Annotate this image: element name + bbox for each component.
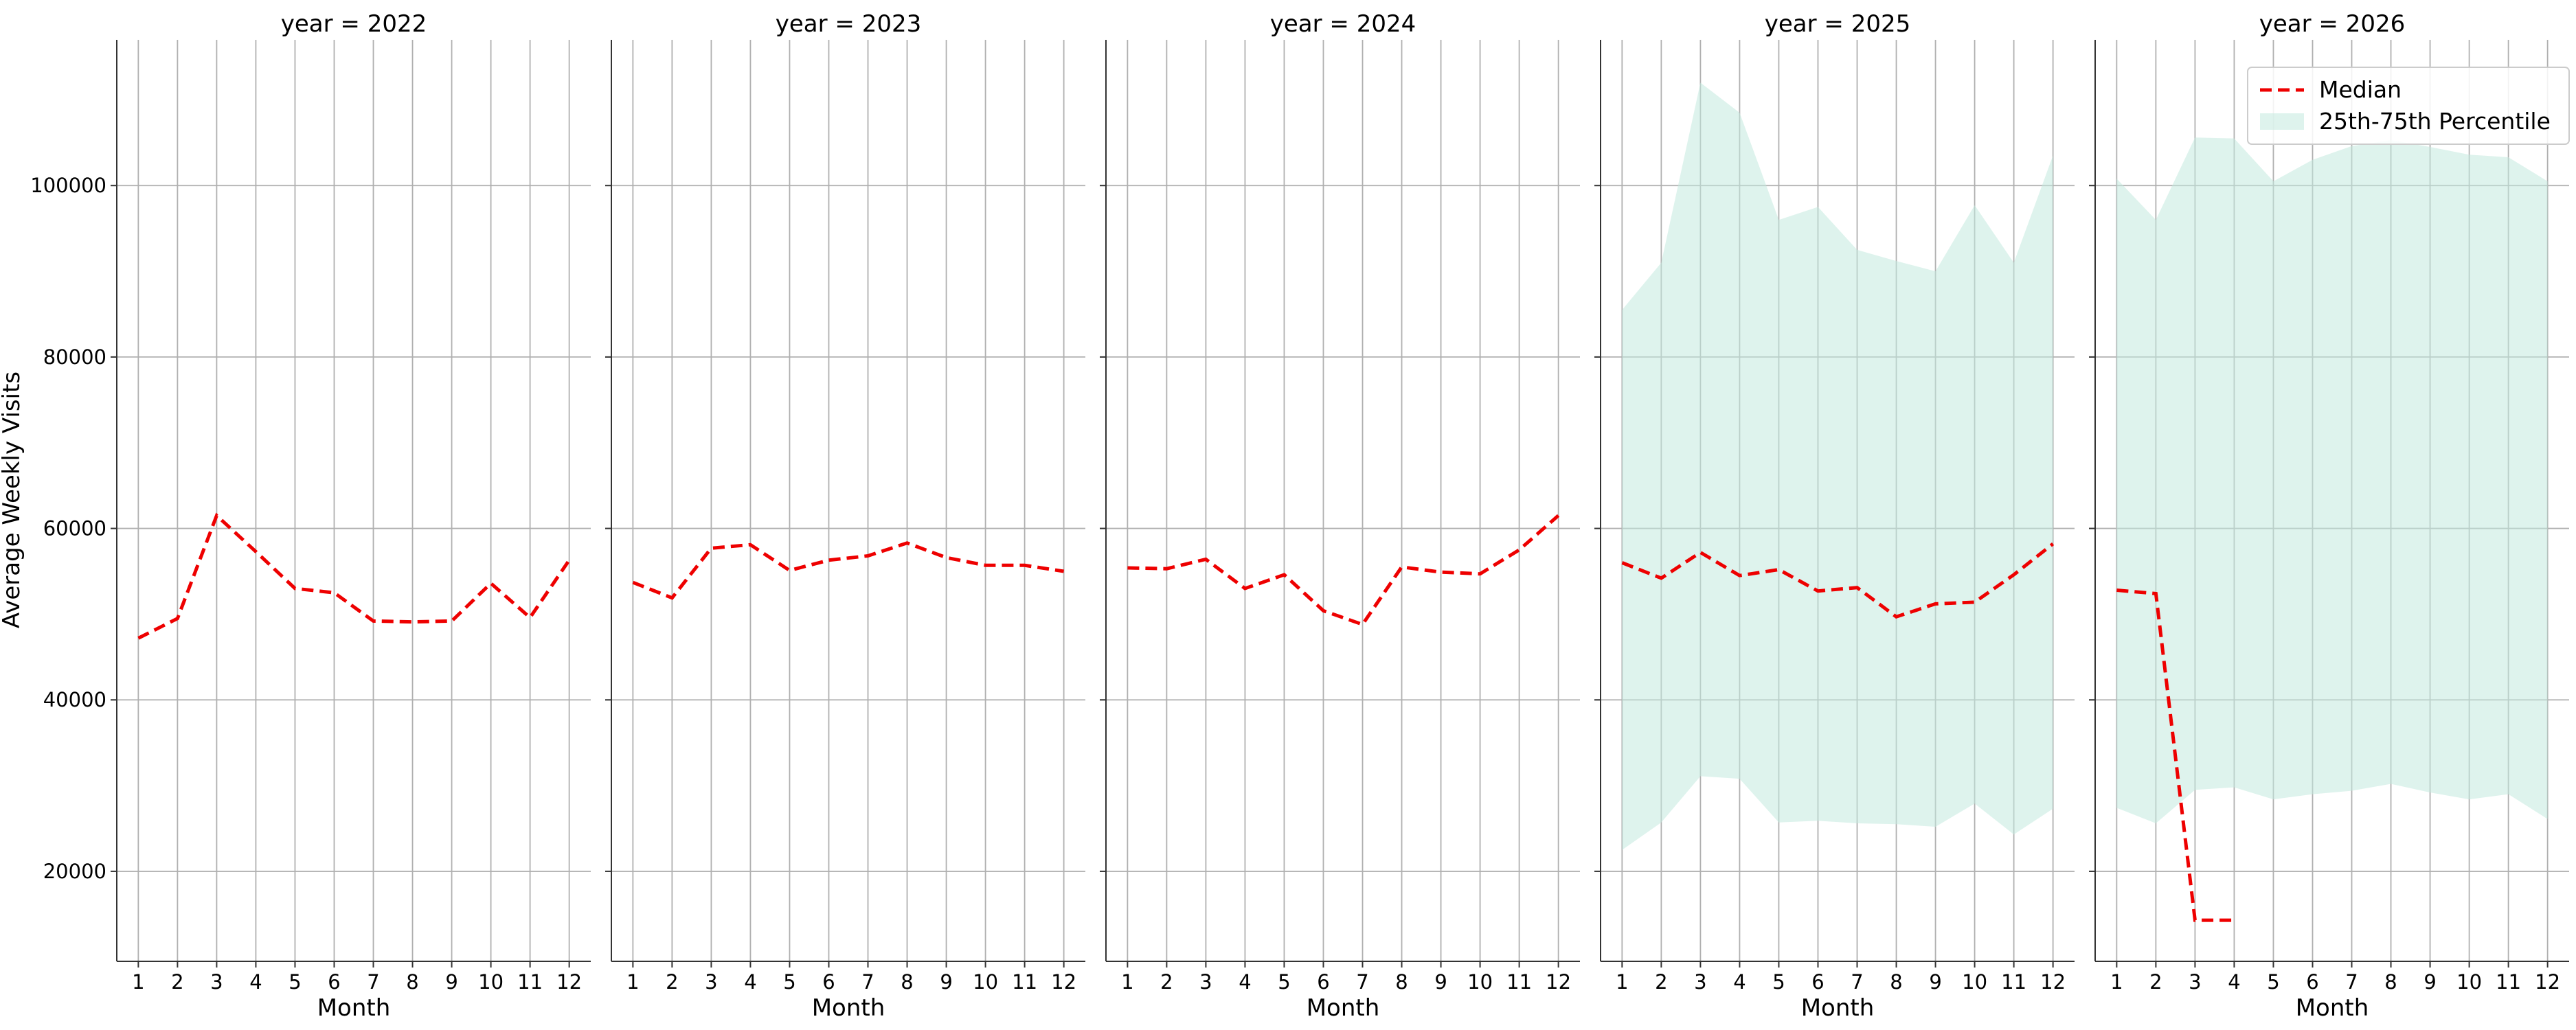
- x-tick-label: 6: [1317, 970, 1329, 994]
- x-tick-label: 11: [1012, 970, 1037, 994]
- x-tick-label: 12: [556, 970, 582, 994]
- x-tick-label: 10: [973, 970, 998, 994]
- x-tick-label: 2: [171, 970, 183, 994]
- x-tick-label: 4: [249, 970, 262, 994]
- percentile-band: [1622, 82, 2053, 850]
- x-tick-label: 5: [783, 970, 795, 994]
- panel-title: year = 2023: [776, 10, 921, 38]
- legend-entry-label: 25th-75th Percentile: [2319, 108, 2551, 135]
- x-tick-label: 11: [1506, 970, 1532, 994]
- x-tick-label: 5: [289, 970, 301, 994]
- x-tick-label: 11: [2496, 970, 2521, 994]
- x-tick-label: 4: [744, 970, 756, 994]
- median-line: [137, 512, 571, 640]
- median-line: [2116, 588, 2235, 922]
- x-tick-label: 7: [1851, 970, 1863, 994]
- x-tick-label: 12: [1546, 970, 1571, 994]
- x-tick-label: 12: [2040, 970, 2066, 994]
- x-tick-label: 9: [940, 970, 952, 994]
- y-tick-label: 20000: [43, 860, 106, 883]
- x-tick-label: 9: [445, 970, 457, 994]
- x-tick-label: 5: [1772, 970, 1785, 994]
- x-tick-label: 8: [1890, 970, 1902, 994]
- x-tick-label: 6: [2306, 970, 2318, 994]
- x-tick-label: 5: [2267, 970, 2279, 994]
- x-tick-label: 1: [626, 970, 639, 994]
- panel-title: year = 2026: [2259, 10, 2405, 38]
- x-axis-label: Month: [1801, 994, 1875, 1022]
- x-tick-label: 8: [2384, 970, 2397, 994]
- y-tick-label: 80000: [43, 345, 106, 369]
- x-tick-label: 12: [2535, 970, 2560, 994]
- median-line: [1127, 514, 1560, 627]
- x-tick-label: 3: [1694, 970, 1706, 994]
- x-tick-label: 3: [210, 970, 223, 994]
- x-axis-label: Month: [1307, 994, 1380, 1022]
- x-tick-label: 10: [1962, 970, 1987, 994]
- x-tick-label: 1: [2110, 970, 2123, 994]
- x-tick-label: 7: [1356, 970, 1368, 994]
- median-line: [1621, 542, 2055, 619]
- x-tick-label: 3: [1199, 970, 1212, 994]
- panel-title: year = 2025: [1765, 10, 1910, 38]
- x-tick-label: 3: [705, 970, 717, 994]
- x-tick-label: 7: [2345, 970, 2358, 994]
- x-axis-label: Month: [2296, 994, 2369, 1022]
- x-tick-label: 9: [1929, 970, 1941, 994]
- x-tick-label: 10: [1467, 970, 1493, 994]
- percentile-band: [2116, 137, 2548, 824]
- x-tick-label: 6: [822, 970, 835, 994]
- y-tick-label: 60000: [43, 517, 106, 540]
- x-tick-label: 9: [2424, 970, 2436, 994]
- panel-title: year = 2024: [1270, 10, 1416, 38]
- legend-entry-label: Median: [2319, 76, 2402, 103]
- y-axis-label: Average Weekly Visits: [0, 371, 25, 628]
- x-tick-label: 7: [367, 970, 379, 994]
- x-tick-label: 1: [132, 970, 144, 994]
- x-tick-label: 2: [666, 970, 678, 994]
- y-tick-label: 40000: [43, 688, 106, 711]
- x-tick-label: 9: [1434, 970, 1447, 994]
- y-tick-label: 100000: [30, 174, 106, 197]
- x-tick-label: 8: [901, 970, 913, 994]
- legend-frame: [2247, 67, 2570, 145]
- x-tick-label: 2: [1655, 970, 1667, 994]
- median-line: [632, 541, 1064, 600]
- x-tick-label: 11: [2001, 970, 2026, 994]
- x-tick-label: 8: [406, 970, 418, 994]
- x-tick-label: 7: [861, 970, 874, 994]
- x-tick-label: 4: [1733, 970, 1745, 994]
- x-tick-label: 5: [1278, 970, 1290, 994]
- x-tick-label: 10: [478, 970, 504, 994]
- x-tick-label: 1: [1616, 970, 1628, 994]
- legend-band-swatch: [2260, 113, 2304, 130]
- x-tick-label: 6: [328, 970, 340, 994]
- x-tick-label: 2: [2149, 970, 2162, 994]
- x-tick-label: 1: [1121, 970, 1133, 994]
- x-tick-label: 8: [1395, 970, 1408, 994]
- panel-title: year = 2022: [281, 10, 427, 38]
- x-tick-label: 11: [517, 970, 543, 994]
- x-tick-label: 2: [1160, 970, 1173, 994]
- x-tick-label: 10: [2456, 970, 2482, 994]
- x-tick-label: 6: [1811, 970, 1824, 994]
- x-axis-label: Month: [812, 994, 885, 1022]
- x-tick-label: 4: [1239, 970, 1251, 994]
- legend: Median 25th-75th Percentile: [2247, 67, 2570, 145]
- x-tick-label: 3: [2189, 970, 2201, 994]
- x-tick-label: 4: [2228, 970, 2240, 994]
- x-tick-label: 12: [1051, 970, 1076, 994]
- x-axis-label: Month: [317, 994, 391, 1022]
